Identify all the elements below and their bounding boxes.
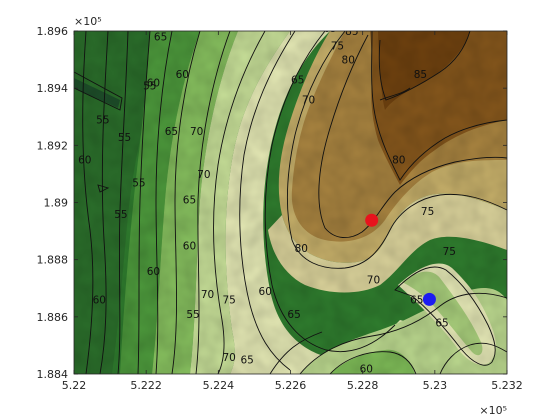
x-tick-label: 5.23 [423, 379, 448, 392]
contour-line [439, 342, 507, 374]
contour-lines [74, 31, 507, 374]
contour-line [379, 87, 411, 101]
plot-area: 5555555555556060606060606060656565656565… [74, 23, 507, 375]
x-tick-label: 5.232 [491, 379, 523, 392]
contour-line [137, 31, 151, 374]
contour-label: 70 [197, 169, 210, 181]
x-tick-label: 5.22 [62, 379, 87, 392]
marker-layer [365, 213, 436, 306]
contour-label: 80 [342, 55, 355, 67]
y-axis: 1.884 1.886 1.888 1.89 1.892 1.894 1.896 [37, 25, 507, 381]
contour-line [155, 31, 173, 374]
contour-label: 55 [186, 309, 199, 321]
contour-label: 80 [392, 155, 405, 167]
contour-label: 70 [190, 126, 203, 138]
contour-line [329, 351, 417, 374]
y-tick-label: 1.892 [37, 139, 69, 152]
y-tick-label: 1.888 [37, 254, 69, 267]
contour-label: 65 [287, 309, 300, 321]
contour-label: 70 [302, 95, 315, 107]
contour-line [195, 31, 231, 374]
blue-marker [422, 292, 436, 306]
contour-label: 60 [147, 266, 160, 278]
contour-label: 60 [93, 295, 106, 307]
contour-label-layer: 5555555555556060606060606060656565656565… [78, 23, 456, 375]
y-tick-label: 1.884 [37, 368, 69, 381]
contour-label: 65 [165, 126, 178, 138]
x-tick-label: 5.228 [347, 379, 379, 392]
contour-label: 65 [410, 295, 423, 307]
contour-label: 55 [96, 115, 109, 127]
y-exponent-label: ×10⁵ [74, 15, 102, 28]
contour-line [378, 31, 471, 101]
contour-line [74, 71, 123, 111]
contour-label: 65 [183, 195, 196, 207]
contour-label: 75 [331, 40, 344, 52]
contour-line [286, 31, 507, 269]
contour-label: 70 [367, 275, 380, 287]
contour-label: 55 [114, 209, 127, 221]
contour-label: 80 [295, 243, 308, 255]
contour-label: 75 [443, 246, 456, 258]
contour-label: 85 [414, 69, 427, 81]
contour-line [97, 184, 110, 193]
contour-label: 60 [176, 69, 189, 81]
x-tick-label: 5.224 [203, 379, 235, 392]
contour-line [269, 331, 323, 374]
contour-line [394, 266, 496, 366]
contour-label: 65 [154, 32, 167, 44]
contour-line [318, 34, 507, 238]
contour-label: 60 [360, 363, 373, 375]
y-tick-label: 1.894 [37, 82, 69, 95]
x-tick-label: 5.226 [275, 379, 307, 392]
contour-line [239, 31, 296, 371]
contour-line [371, 31, 507, 181]
contour-label: 60 [259, 286, 272, 298]
contour-line [264, 31, 396, 353]
red-marker [365, 213, 379, 227]
contour-label: 65 [291, 75, 304, 87]
contour-label: 85 [345, 26, 358, 38]
contour-label: 60 [147, 77, 160, 89]
contour-label: 55 [118, 132, 131, 144]
contour-label: 70 [222, 352, 235, 364]
y-tick-label: 1.896 [37, 25, 69, 38]
contour-label: 75 [421, 206, 434, 218]
contour-line [213, 31, 266, 374]
contour-label: 75 [222, 295, 235, 307]
contour-line [82, 31, 94, 374]
contour-line [117, 31, 129, 374]
contour-label: 70 [201, 289, 214, 301]
contour-label: 65 [241, 355, 254, 367]
contour-label: 65 [324, 23, 337, 35]
contour-label: 65 [435, 318, 448, 330]
contour-label: 60 [78, 155, 91, 167]
y-tick-label: 1.886 [37, 311, 69, 324]
x-tick-label: 5.222 [130, 379, 162, 392]
y-tick-label: 1.89 [44, 197, 69, 210]
contour-label: 55 [132, 177, 145, 189]
contour-line [171, 31, 201, 374]
x-exponent-label: ×10⁵ [479, 404, 507, 417]
contour-line [299, 292, 507, 374]
contour-label: 55 [143, 80, 156, 92]
x-axis: 5.22 5.222 5.224 5.226 5.228 5.23 5.232 [62, 31, 523, 392]
contour-label: 60 [183, 240, 196, 252]
